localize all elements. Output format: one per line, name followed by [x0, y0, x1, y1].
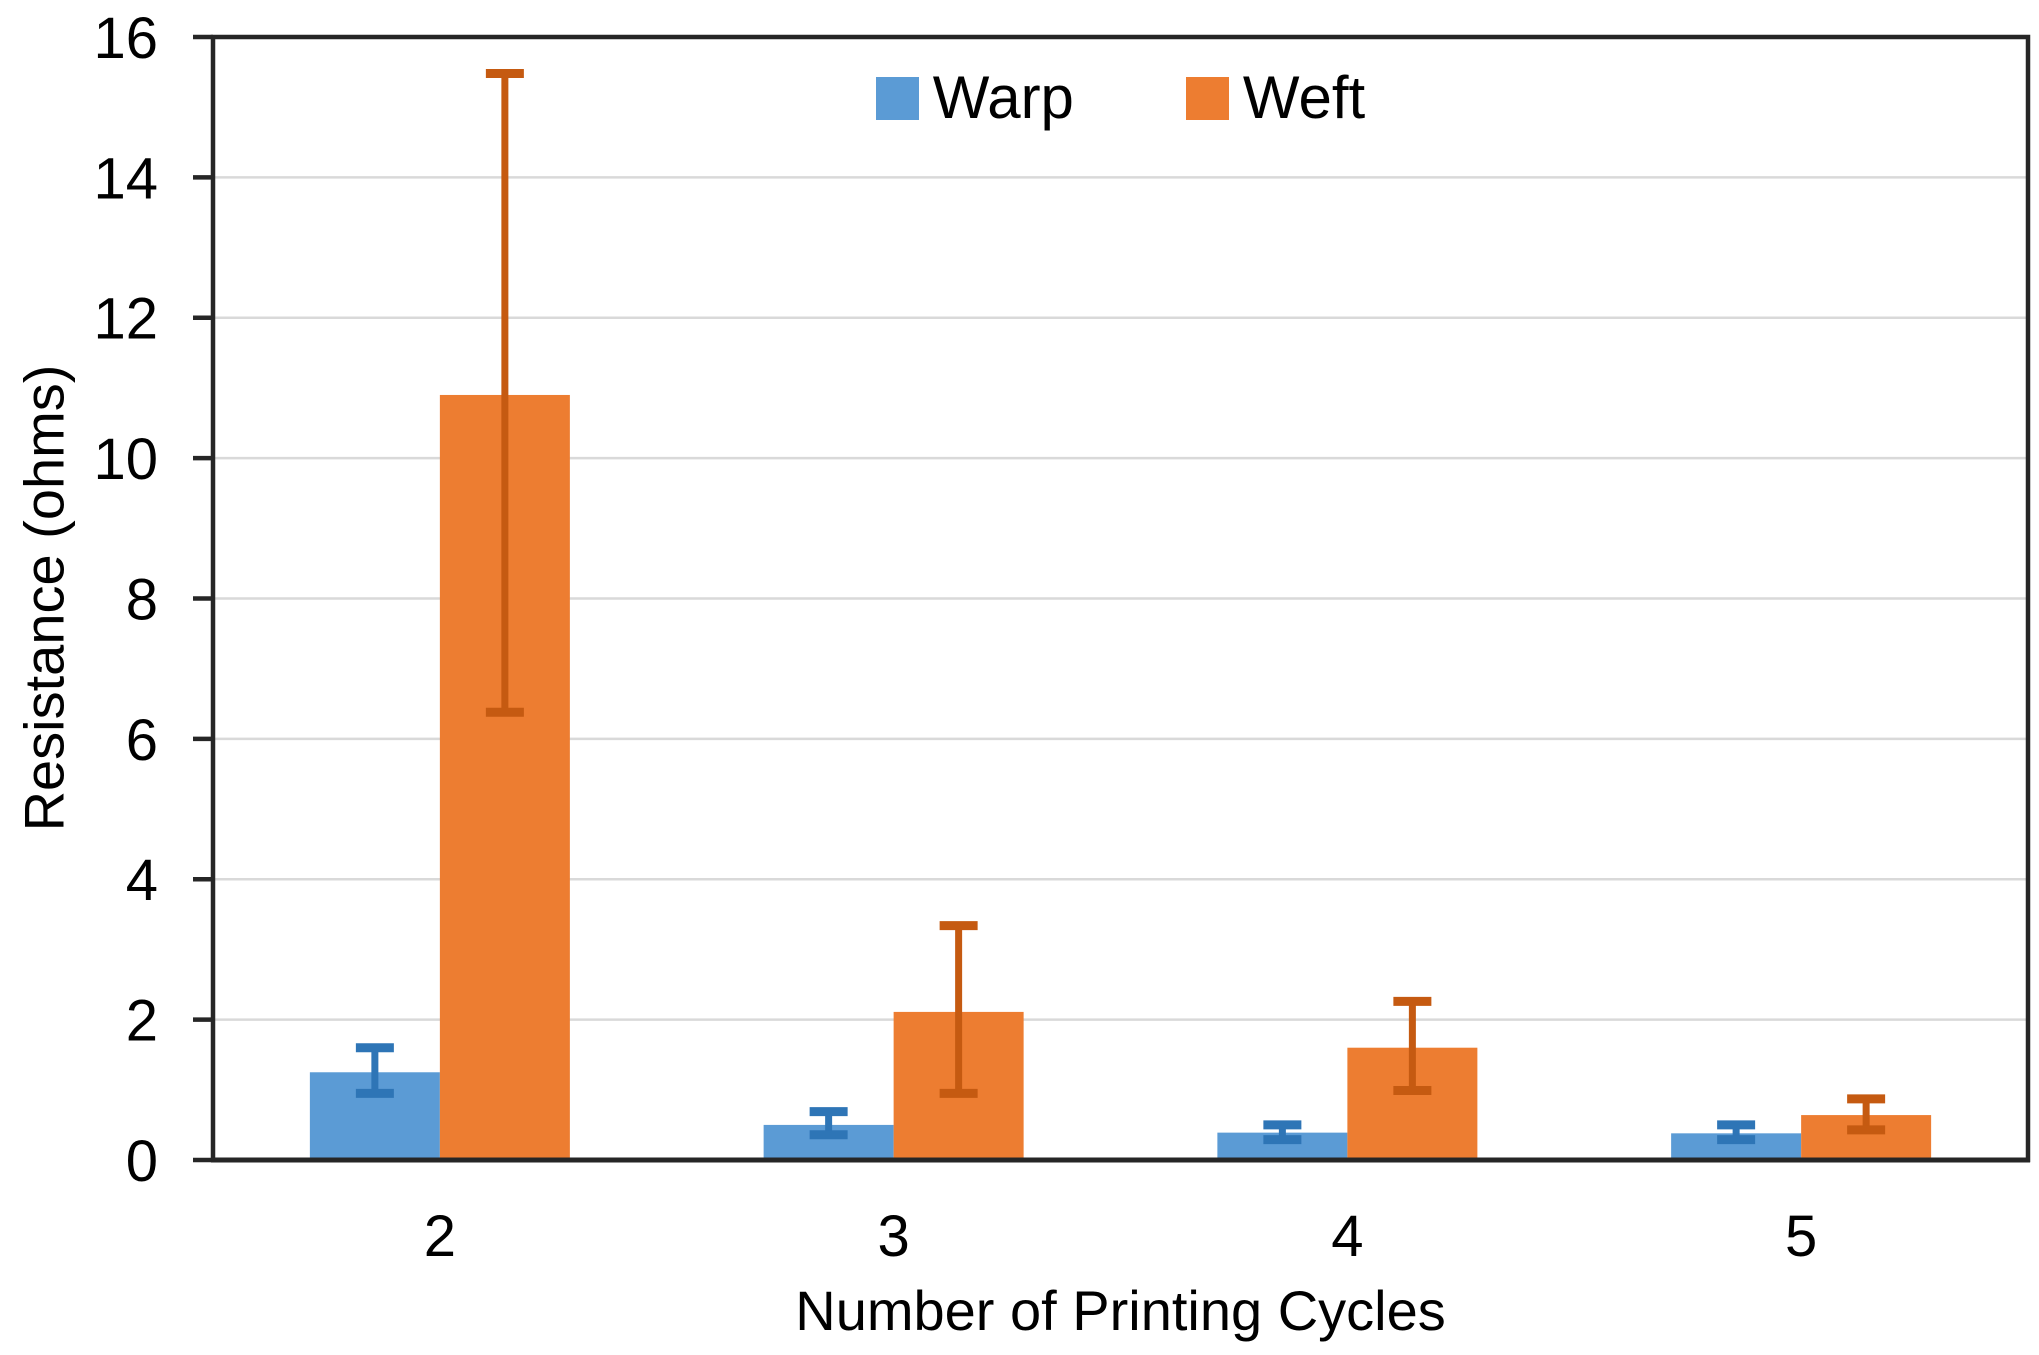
x-axis-title: Number of Printing Cycles [795, 1279, 1446, 1342]
y-tick-label-4: 4 [126, 848, 158, 913]
legend-item-weft: Weft [1185, 64, 1366, 131]
x-tick-label-3: 3 [877, 1204, 909, 1269]
weft-swatch-icon [1185, 76, 1229, 120]
y-tick-label-0: 0 [126, 1129, 158, 1194]
y-axis-title: Resistance (ohms) [12, 364, 76, 832]
legend-label-warp: Warp [932, 64, 1074, 131]
legend-label-weft: Weft [1242, 64, 1366, 131]
y-tick-label-14: 14 [93, 146, 158, 211]
y-tick-label-8: 8 [126, 567, 158, 632]
legend-item-warp: Warp [875, 64, 1074, 131]
legend: Warp Weft [213, 68, 2028, 128]
x-tick-label-4: 4 [1331, 1204, 1363, 1269]
y-tick-label-12: 12 [93, 287, 158, 352]
y-tick-label-10: 10 [93, 427, 158, 492]
x-tick-label-2: 2 [424, 1204, 456, 1269]
warp-swatch-icon [875, 76, 919, 120]
y-tick-label-2: 2 [126, 989, 158, 1054]
x-tick-label-5: 5 [1785, 1204, 1817, 1269]
y-tick-label-16: 16 [93, 6, 158, 71]
y-tick-label-6: 6 [126, 708, 158, 773]
